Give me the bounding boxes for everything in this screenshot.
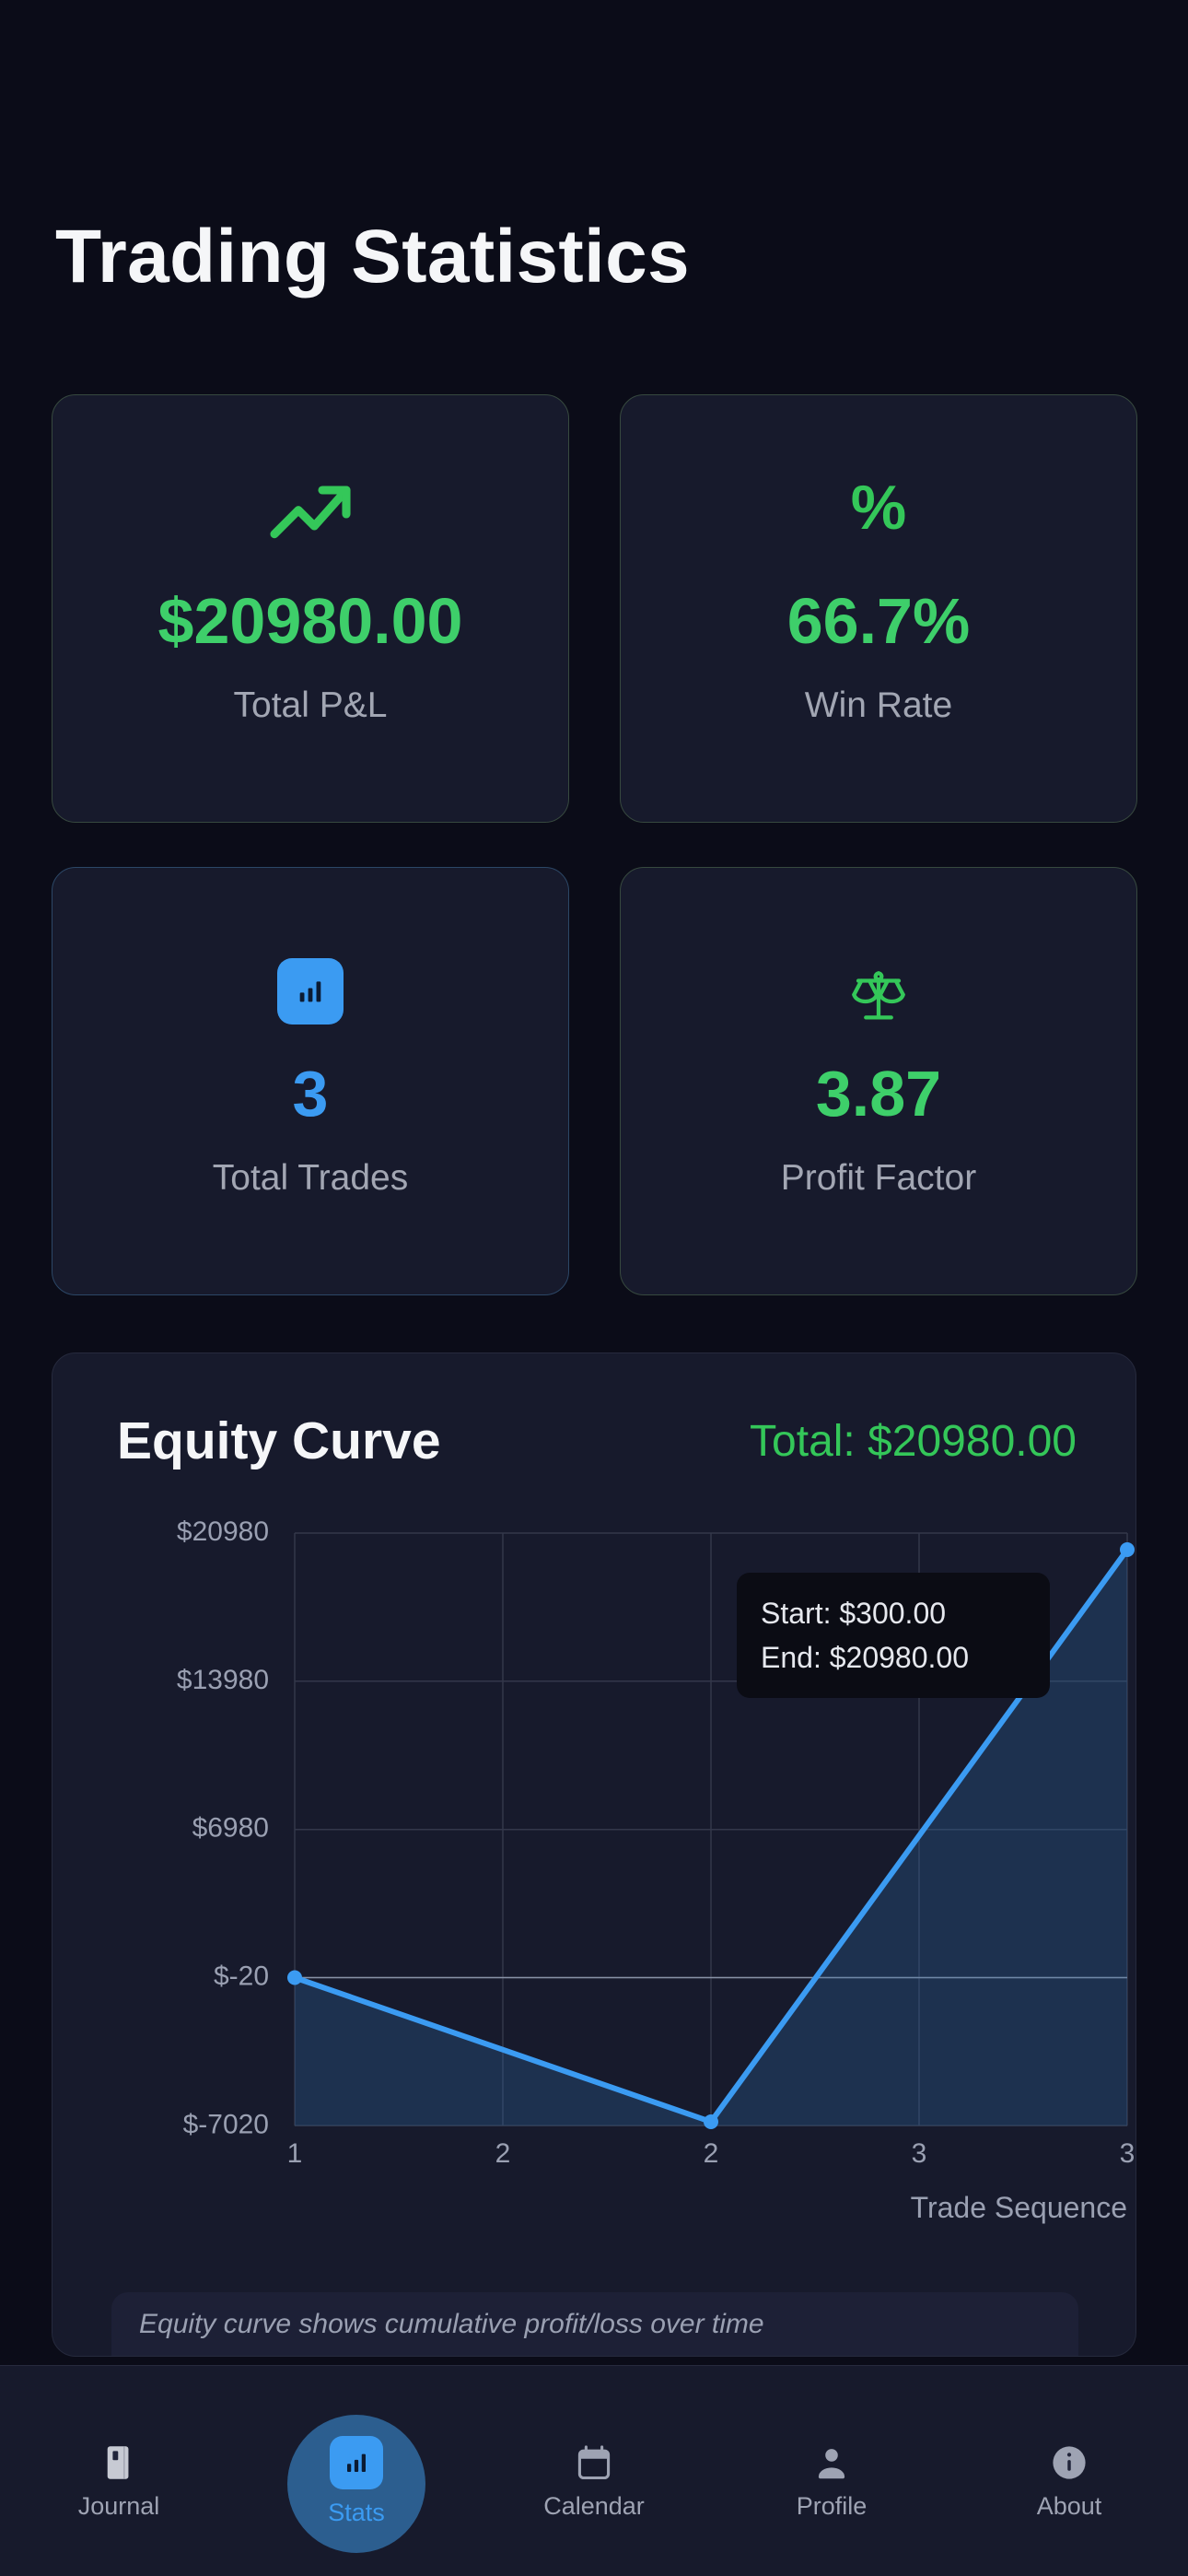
svg-text:$20980: $20980 xyxy=(177,1516,269,1547)
svg-text:2: 2 xyxy=(704,2138,719,2169)
svg-text:Trade Sequence: Trade Sequence xyxy=(911,2191,1127,2224)
svg-text:$13980: $13980 xyxy=(177,1665,269,1695)
svg-text:2: 2 xyxy=(495,2138,511,2169)
svg-text:$6980: $6980 xyxy=(192,1813,269,1844)
svg-text:3: 3 xyxy=(1120,2138,1136,2169)
svg-text:3: 3 xyxy=(912,2138,927,2169)
svg-text:$-7020: $-7020 xyxy=(183,2109,269,2139)
svg-text:1: 1 xyxy=(287,2138,303,2169)
svg-text:$-20: $-20 xyxy=(214,1961,269,1992)
